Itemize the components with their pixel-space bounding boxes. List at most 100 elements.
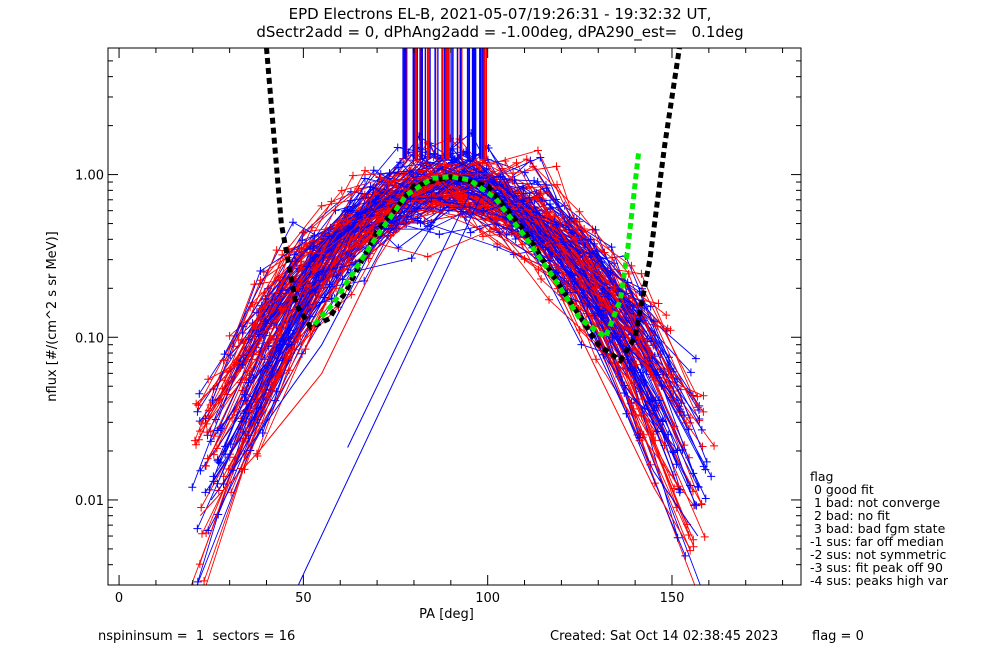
axes-layer: 0 50 100 150 0.01 0.10 1.00 PA [deg] nflux [#/(c… — [45, 47, 802, 622]
data-point — [649, 430, 658, 439]
data-point — [192, 399, 201, 408]
flag-legend-item: -2 sus: not symmetric — [810, 547, 947, 562]
data-point — [317, 249, 326, 258]
series-line — [258, 196, 651, 402]
data-point — [552, 162, 561, 171]
x-tick-label: 150 — [660, 591, 685, 606]
data-point — [672, 460, 681, 469]
data-point — [627, 261, 636, 270]
data-point — [465, 203, 474, 212]
chart-title: EPD Electrons EL-B, 2021-05-07/19:26:31 … — [288, 5, 712, 23]
data-point — [258, 428, 267, 437]
data-point — [225, 331, 234, 340]
plot-frame — [107, 47, 802, 586]
data-point — [466, 228, 475, 237]
data-point — [201, 488, 210, 497]
data-point — [454, 191, 463, 200]
data-point — [695, 415, 704, 424]
y-axis-label: nflux [#/(cm^2 s sr MeV)] — [45, 231, 60, 401]
data-point — [396, 158, 405, 167]
data-point — [646, 397, 655, 406]
data-point — [532, 208, 541, 217]
data-point — [191, 586, 199, 594]
series-line — [261, 165, 640, 340]
data-point — [607, 243, 616, 252]
data-point — [689, 542, 698, 551]
flag-legend-item: 3 bad: bad fgm state — [810, 521, 946, 536]
data-point — [197, 418, 206, 427]
data-point — [689, 501, 698, 510]
data-point — [691, 500, 700, 509]
data-point — [693, 586, 701, 594]
data-point — [193, 524, 202, 533]
x-tick-label: 100 — [475, 591, 500, 606]
data-point — [642, 358, 651, 367]
x-axis-label: PA [deg] — [419, 607, 474, 622]
data-point — [256, 267, 265, 276]
data-point — [533, 146, 542, 155]
data-point — [198, 529, 207, 538]
data-point — [710, 441, 719, 450]
data-point — [299, 228, 308, 237]
data-point — [590, 311, 599, 320]
series-line — [201, 194, 698, 424]
data-point — [428, 200, 437, 209]
data-point — [592, 355, 601, 364]
data-point — [509, 169, 518, 178]
data-point — [702, 457, 711, 466]
data-point — [257, 304, 266, 313]
data-point — [510, 175, 519, 184]
data-point — [209, 477, 218, 486]
data-point — [673, 482, 682, 491]
data-point — [376, 173, 385, 182]
data-point — [412, 204, 421, 213]
data-point — [697, 425, 706, 434]
data-point — [668, 373, 677, 382]
data-point — [558, 211, 567, 220]
data-point — [325, 280, 334, 289]
data-point — [460, 166, 469, 175]
y-tick-label: 1.00 — [75, 169, 104, 184]
data-point — [503, 220, 512, 229]
data-point — [698, 586, 706, 594]
data-point — [637, 269, 646, 278]
data-point — [290, 250, 299, 259]
data-point — [204, 526, 213, 535]
data-point — [590, 239, 599, 248]
data-point — [707, 472, 716, 481]
series-line — [297, 181, 489, 585]
data-point — [425, 170, 434, 179]
data-point — [662, 311, 671, 320]
fit-curve-green — [312, 150, 642, 342]
data-point — [244, 378, 253, 387]
series-line — [205, 153, 655, 419]
data-point — [200, 576, 209, 585]
data-point — [276, 304, 285, 313]
flag-legend: flag 0 good fit 1 bad: not converge 2 ba… — [810, 470, 948, 587]
data-point — [285, 366, 294, 375]
data-point — [478, 198, 487, 207]
data-point — [214, 457, 223, 466]
data-point — [360, 174, 369, 183]
data-point — [490, 214, 499, 223]
flag-legend-item: -1 sus: far off median — [810, 534, 944, 549]
data-point — [337, 186, 346, 195]
data-point — [512, 158, 521, 167]
data-point — [320, 293, 329, 302]
data-point — [220, 376, 229, 385]
data-point — [440, 160, 449, 169]
data-point — [201, 586, 209, 594]
flag-legend-item: -4 sus: peaks high var — [810, 573, 949, 588]
data-point — [336, 231, 345, 240]
data-point — [630, 313, 639, 322]
data-point — [429, 207, 438, 216]
data-point — [288, 218, 297, 227]
data-point — [203, 454, 212, 463]
data-point — [607, 253, 616, 262]
data-point — [220, 350, 229, 359]
data-point — [240, 390, 249, 399]
data-point — [665, 353, 674, 362]
data-point — [327, 197, 336, 206]
data-point — [666, 326, 675, 335]
data-point — [686, 368, 695, 377]
